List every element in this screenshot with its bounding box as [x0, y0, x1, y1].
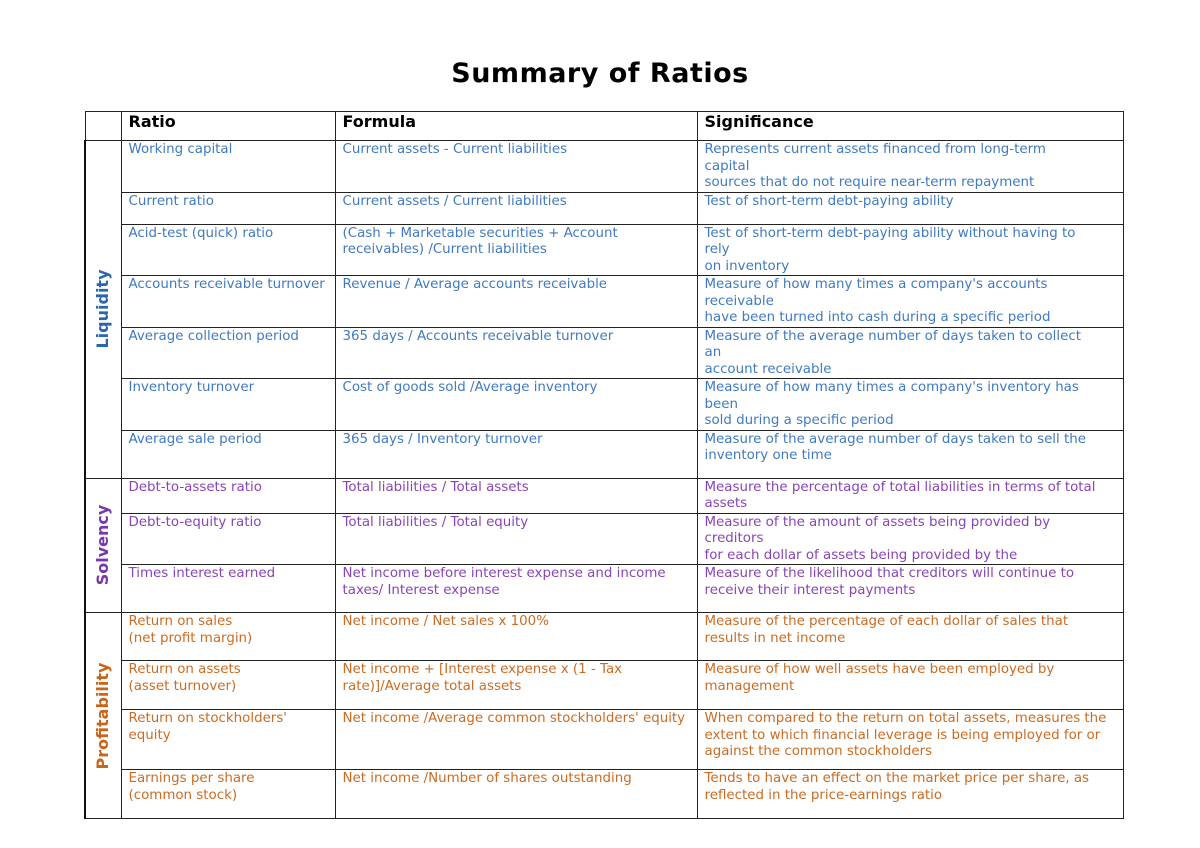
formula-cell: Net income /Number of shares outstanding — [334, 769, 698, 819]
significance-cell: Represents current assets financed from … — [696, 140, 1124, 193]
table-row: Solvency Debt-to-assets ratio Total liab… — [84, 477, 1124, 613]
table-row: Times interest earned Net income before … — [85, 564, 1124, 613]
significance-cell: Measure of the amount of assets being pr… — [696, 512, 1124, 565]
significance-cell: Measure of how well assets have been emp… — [696, 660, 1124, 710]
table-row: Inventory turnover Cost of goods sold /A… — [85, 378, 1124, 431]
significance-cell: When compared to the return on total ass… — [696, 709, 1124, 770]
ratio-cell: Accounts receivable turnover — [120, 275, 336, 328]
table-row: Current ratio Current assets / Current l… — [85, 191, 1124, 225]
table-row: Average sale period 365 days / Inventory… — [85, 429, 1124, 479]
table-header-row: Ratio Formula Significance — [84, 111, 1124, 141]
ratio-cell: Acid-test (quick) ratio — [120, 223, 336, 276]
table-row: Debt-to-equity ratio Total liabilities /… — [85, 512, 1124, 565]
ratio-cell: Average sale period — [120, 429, 336, 479]
significance-header: Significance — [696, 111, 1124, 141]
significance-cell: Measure of the percentage of each dollar… — [696, 612, 1124, 661]
ratio-cell: Return on sales (net profit margin) — [120, 612, 336, 661]
formula-cell: 365 days / Inventory turnover — [334, 429, 698, 479]
ratio-cell: Current ratio — [120, 191, 336, 225]
significance-cell: Measure of the likelihood that creditors… — [696, 564, 1124, 613]
category-profitability: Profitability — [84, 612, 122, 819]
formula-cell: Total liabilities / Total assets — [334, 477, 698, 514]
formula-header: Formula — [334, 111, 698, 141]
category-label: Profitability — [93, 662, 112, 769]
category-header — [84, 111, 122, 141]
table-row: Return on assets (asset turnover) Net in… — [85, 660, 1124, 710]
significance-cell: Test of short-term debt-paying ability — [696, 191, 1124, 225]
significance-cell: Test of short-term debt-paying ability w… — [696, 223, 1124, 276]
significance-cell: Tends to have an effect on the market pr… — [696, 769, 1124, 819]
table-row: Profitability Return on sales (net profi… — [84, 612, 1124, 819]
formula-cell: Revenue / Average accounts receivable — [334, 275, 698, 328]
formula-cell: Net income before interest expense and i… — [334, 564, 698, 613]
significance-cell: Measure the percentage of total liabilit… — [696, 477, 1124, 514]
formula-cell: Total liabilities / Total equity — [334, 512, 698, 565]
table-row: Liquidity Working capital Current assets… — [84, 140, 1124, 479]
formula-cell: Current assets - Current liabilities — [334, 140, 698, 193]
ratio-cell: Debt-to-equity ratio — [120, 512, 336, 565]
ratio-cell: Inventory turnover — [120, 378, 336, 431]
significance-cell: Measure of how many times a company's in… — [696, 378, 1124, 431]
page-title: Summary of Ratios — [451, 58, 749, 89]
formula-cell: (Cash + Marketable securities + Account … — [334, 223, 698, 276]
ratio-cell: Return on assets (asset turnover) — [120, 660, 336, 710]
ratio-cell: Working capital — [120, 140, 336, 193]
ratio-cell: Average collection period — [120, 326, 336, 379]
category-liquidity: Liquidity — [84, 140, 122, 479]
formula-cell: Net income + [Interest expense x (1 - Ta… — [334, 660, 698, 710]
ratio-cell: Debt-to-assets ratio — [120, 477, 336, 514]
formula-cell: Net income / Net sales x 100% — [334, 612, 698, 661]
significance-cell: Measure of the average number of days ta… — [696, 429, 1124, 479]
table-row: Acid-test (quick) ratio (Cash + Marketab… — [85, 223, 1124, 276]
formula-cell: Cost of goods sold /Average inventory — [334, 378, 698, 431]
table-row: Average collection period 365 days / Acc… — [85, 326, 1124, 379]
formula-cell: Net income /Average common stockholders'… — [334, 709, 698, 770]
table-row: Earnings per share (common stock) Net in… — [85, 769, 1124, 819]
category-solvency: Solvency — [84, 477, 122, 613]
ratios-table: Ratio Formula Significance Liquidity Wor… — [84, 111, 1124, 819]
formula-cell: 365 days / Accounts receivable turnover — [334, 326, 698, 379]
ratio-cell: Return on stockholders' equity — [120, 709, 336, 770]
significance-cell: Measure of the average number of days ta… — [696, 326, 1124, 379]
table-row: Accounts receivable turnover Revenue / A… — [85, 275, 1124, 328]
table-row: Return on stockholders' equity Net incom… — [85, 709, 1124, 770]
category-label: Liquidity — [93, 269, 112, 349]
category-label: Solvency — [93, 504, 112, 586]
significance-cell: Measure of how many times a company's ac… — [696, 275, 1124, 328]
formula-cell: Current assets / Current liabilities — [334, 191, 698, 225]
ratio-header: Ratio — [120, 111, 336, 141]
ratio-cell: Earnings per share (common stock) — [120, 769, 336, 819]
ratio-cell: Times interest earned — [120, 564, 336, 613]
